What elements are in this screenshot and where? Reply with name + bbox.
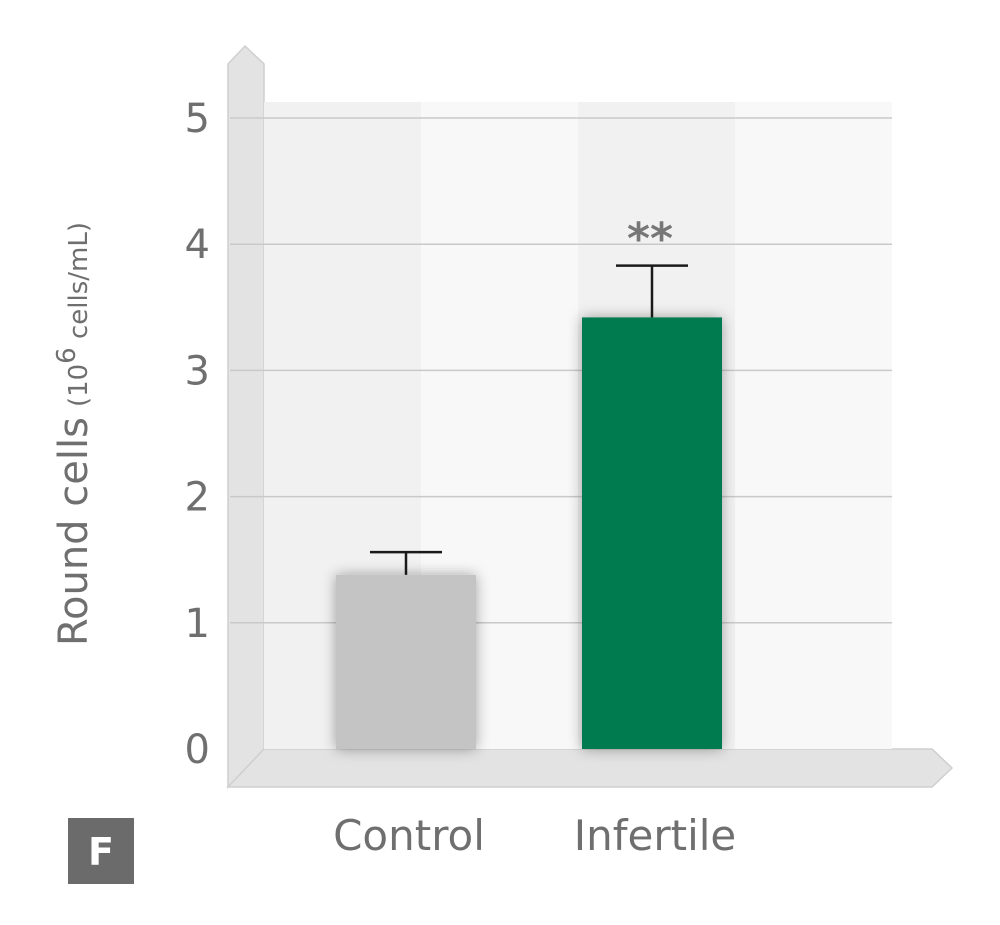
y-tick-label: 1 (185, 601, 210, 647)
y-tick-label: 3 (185, 348, 210, 394)
left-wall (227, 44, 265, 789)
y-axis-label: Round cells (106 cells/mL) (51, 222, 97, 646)
x-tick-labels: Control Infertile (333, 811, 736, 860)
y-axis-label-main: Round cells (51, 417, 97, 646)
gridlines (230, 117, 892, 624)
floor (226, 748, 954, 788)
y-tick-label: 5 (185, 96, 210, 142)
y-axis-unit-base: (10 (64, 364, 94, 407)
y-tick-labels: 0 1 2 3 4 5 (185, 96, 210, 773)
error-bars (370, 264, 688, 575)
y-tick-label: 4 (185, 222, 210, 268)
panel-label: F (88, 830, 114, 874)
x-tick-label-infertile: Infertile (574, 811, 737, 860)
y-axis-unit-rest: cells/mL) (64, 222, 94, 347)
x-tick-label-control: Control (333, 811, 485, 860)
significance-annotation: ** (627, 214, 673, 265)
bars (336, 317, 722, 749)
y-tick-label: 0 (185, 727, 210, 773)
bar-infertile (582, 317, 722, 749)
y-tick-label: 2 (185, 475, 210, 521)
y-axis-unit-exponent: 6 (52, 347, 82, 364)
column-band (735, 102, 892, 749)
bar-control (336, 574, 476, 749)
panel-label-box (68, 818, 134, 884)
annotations: ** (627, 214, 673, 265)
column-bands (264, 102, 892, 749)
